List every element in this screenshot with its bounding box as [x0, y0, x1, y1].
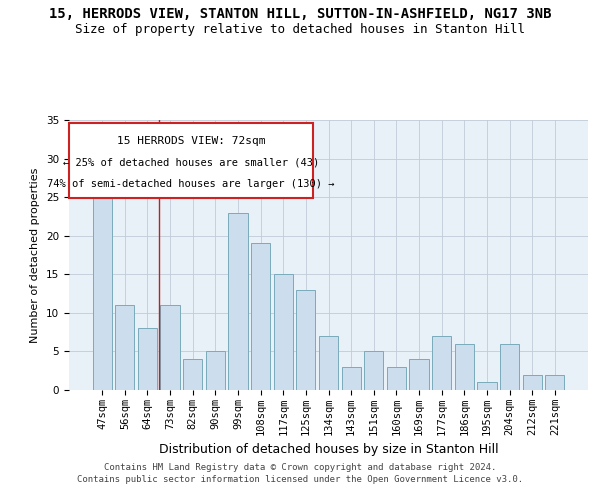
Bar	[455, 344, 474, 390]
Bar	[229, 212, 248, 390]
Bar	[432, 336, 451, 390]
Text: 74% of semi-detached houses are larger (130) →: 74% of semi-detached houses are larger (…	[47, 180, 335, 190]
Text: Size of property relative to detached houses in Stanton Hill: Size of property relative to detached ho…	[75, 22, 525, 36]
Bar	[319, 336, 338, 390]
Bar	[523, 374, 542, 390]
Bar	[115, 305, 134, 390]
Text: 15, HERRODS VIEW, STANTON HILL, SUTTON-IN-ASHFIELD, NG17 3NB: 15, HERRODS VIEW, STANTON HILL, SUTTON-I…	[49, 8, 551, 22]
Text: Contains HM Land Registry data © Crown copyright and database right 2024.: Contains HM Land Registry data © Crown c…	[104, 462, 496, 471]
Bar	[387, 367, 406, 390]
Text: ← 25% of detached houses are smaller (43): ← 25% of detached houses are smaller (43…	[63, 158, 319, 168]
Bar	[296, 290, 316, 390]
FancyBboxPatch shape	[69, 122, 313, 198]
Y-axis label: Number of detached properties: Number of detached properties	[31, 168, 40, 342]
Text: Contains public sector information licensed under the Open Government Licence v3: Contains public sector information licen…	[77, 475, 523, 484]
Bar	[500, 344, 519, 390]
Text: 15 HERRODS VIEW: 72sqm: 15 HERRODS VIEW: 72sqm	[117, 136, 265, 146]
Bar	[477, 382, 497, 390]
Bar	[183, 359, 202, 390]
Bar	[364, 352, 383, 390]
Bar	[138, 328, 157, 390]
Bar	[206, 352, 225, 390]
Bar	[409, 359, 428, 390]
Bar	[274, 274, 293, 390]
X-axis label: Distribution of detached houses by size in Stanton Hill: Distribution of detached houses by size …	[158, 444, 499, 456]
Bar	[92, 174, 112, 390]
Bar	[251, 244, 270, 390]
Bar	[341, 367, 361, 390]
Bar	[545, 374, 565, 390]
Bar	[160, 305, 180, 390]
